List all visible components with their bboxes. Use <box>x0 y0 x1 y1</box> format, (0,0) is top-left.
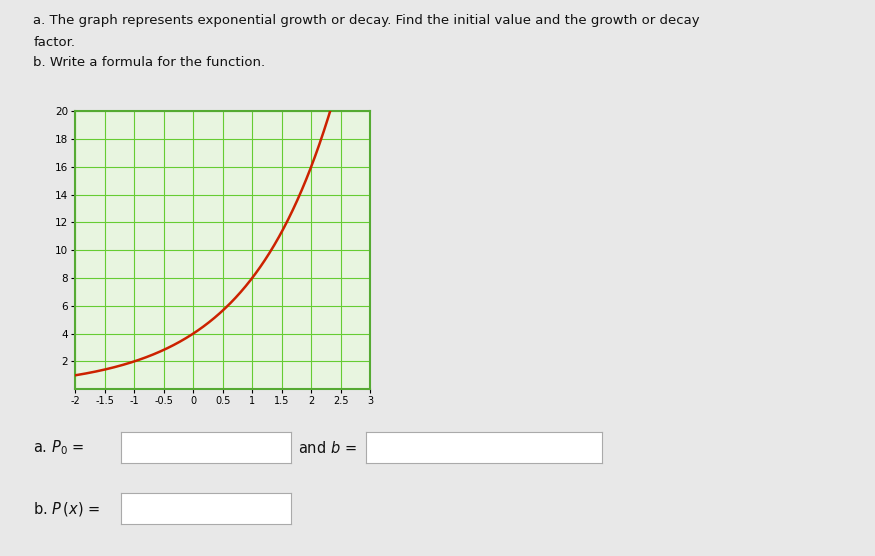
Text: a. $P_0$ =: a. $P_0$ = <box>33 438 85 457</box>
Text: b. $P\,(x)$ =: b. $P\,(x)$ = <box>33 500 101 518</box>
Text: a. The graph represents exponential growth or decay. Find the initial value and : a. The graph represents exponential grow… <box>33 14 700 27</box>
Text: b. Write a formula for the function.: b. Write a formula for the function. <box>33 56 265 68</box>
Text: and $b$ =: and $b$ = <box>298 440 356 455</box>
Text: factor.: factor. <box>33 36 75 49</box>
